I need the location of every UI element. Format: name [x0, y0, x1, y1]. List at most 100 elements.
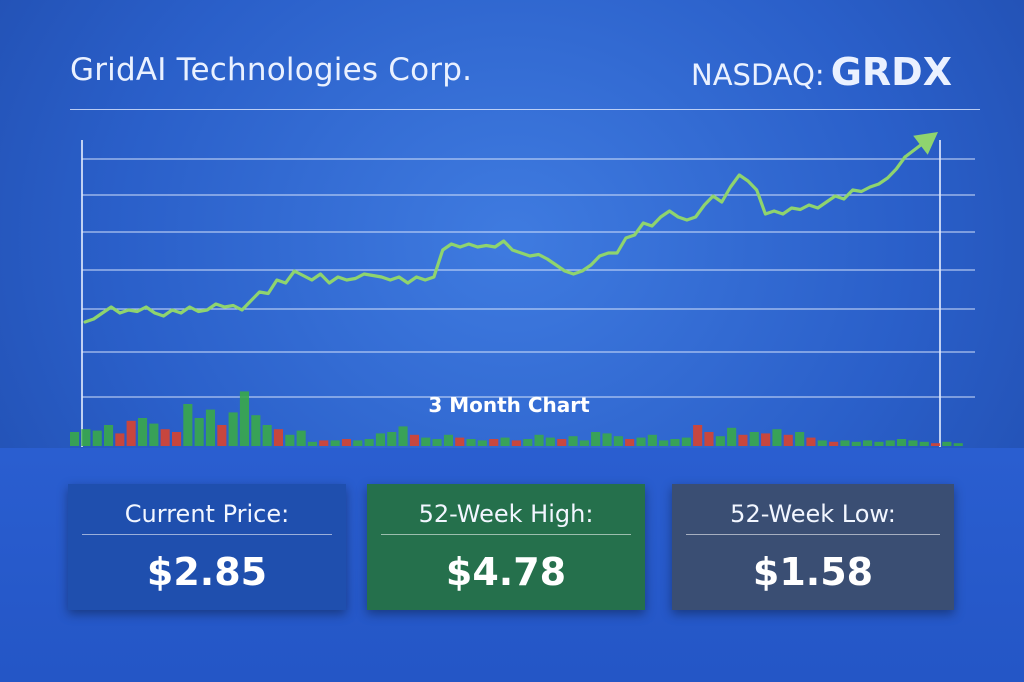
volume-bar [115, 433, 125, 446]
volume-bar [81, 429, 91, 446]
volume-bar [647, 434, 657, 446]
volume-bar [761, 433, 771, 446]
volume-bar [727, 427, 737, 446]
volume-bar [840, 440, 850, 446]
week52-low-label: 52-Week Low: [730, 500, 896, 528]
trend-arrow-head [913, 132, 938, 155]
volume-bar [387, 432, 397, 446]
price-series [83, 132, 938, 324]
volume-bar [874, 441, 884, 446]
volume-bars [70, 391, 963, 446]
volume-bar [613, 436, 623, 446]
company-name: GridAI Technologies Corp. [70, 52, 473, 88]
volume-bar [205, 409, 215, 446]
volume-bar [557, 439, 567, 446]
volume-bar [477, 440, 487, 446]
volume-bar [568, 436, 578, 446]
volume-bar [432, 439, 442, 446]
volume-bar [897, 439, 907, 446]
week52-high-card: 52-Week High: $4.78 [367, 484, 645, 610]
volume-bar [70, 432, 80, 446]
volume-bar [307, 441, 317, 446]
volume-bar [783, 434, 793, 446]
card-divider [686, 534, 940, 535]
volume-bar [738, 434, 748, 446]
volume-bar [330, 440, 340, 446]
volume-bar [795, 432, 805, 446]
volume-bar [863, 440, 873, 446]
header-divider [70, 109, 980, 110]
card-divider [381, 534, 631, 535]
volume-bar [341, 439, 351, 446]
volume-bar [239, 391, 249, 446]
volume-bar [749, 432, 759, 446]
volume-bar [715, 436, 725, 446]
exchange-label: NASDAQ: [691, 58, 825, 92]
volume-bar [421, 437, 431, 446]
volume-bar [534, 434, 544, 446]
volume-bar [636, 437, 646, 446]
current-price-card: Current Price: $2.85 [68, 484, 346, 610]
chart-grid [81, 140, 975, 447]
volume-bar [919, 441, 929, 446]
volume-bar [602, 433, 612, 446]
volume-bar [579, 440, 589, 446]
volume-bar [138, 418, 148, 446]
volume-bar [908, 440, 918, 446]
volume-bar [409, 434, 419, 446]
volume-bar [885, 440, 895, 446]
header: GridAI Technologies Corp. NASDAQ: GRDX [0, 0, 1024, 110]
volume-bar [262, 425, 272, 446]
volume-bar [545, 437, 555, 446]
chart-title: 3 Month Chart [428, 393, 590, 417]
volume-bar [772, 429, 782, 446]
trend-arrow-shaft [903, 143, 923, 159]
volume-bar [931, 443, 941, 446]
volume-bar [149, 423, 159, 446]
volume-bar [670, 439, 680, 446]
volume-bar [273, 429, 283, 446]
volume-bar [693, 425, 703, 446]
volume-bar [466, 439, 476, 446]
volume-bar [489, 439, 499, 446]
volume-bar [659, 440, 669, 446]
price-line [83, 155, 907, 324]
volume-bar [160, 429, 170, 446]
volume-bar [500, 437, 510, 446]
volume-bar [851, 441, 861, 446]
volume-bar [296, 430, 306, 446]
volume-bar [353, 440, 363, 446]
volume-bar [942, 441, 952, 446]
volume-bar [704, 432, 714, 446]
volume-bar [953, 443, 963, 446]
volume-bar [126, 420, 136, 446]
week52-low-card: 52-Week Low: $1.58 [672, 484, 954, 610]
volume-bar [681, 437, 691, 446]
ticker-symbol: GRDX [830, 50, 952, 94]
week52-high-value: $4.78 [445, 550, 567, 594]
current-price-label: Current Price: [124, 500, 290, 528]
volume-bar [194, 418, 204, 446]
volume-bar [92, 430, 102, 446]
price-chart: 3 Month Chart [70, 132, 975, 447]
volume-bar [806, 437, 816, 446]
current-price-value: $2.85 [146, 550, 268, 594]
volume-bar [398, 426, 408, 446]
volume-bar [455, 437, 465, 446]
volume-bar [217, 425, 227, 446]
week52-high-label: 52-Week High: [418, 500, 594, 528]
volume-bar [511, 440, 521, 446]
volume-bar [817, 440, 827, 446]
volume-bar [523, 439, 533, 446]
volume-bar [829, 441, 839, 446]
volume-bar [364, 439, 374, 446]
week52-low-value: $1.58 [752, 550, 874, 594]
volume-bar [591, 432, 601, 446]
volume-bar [625, 439, 635, 446]
volume-bar [228, 412, 238, 446]
volume-bar [375, 433, 385, 446]
volume-bar [251, 415, 261, 446]
volume-bar [285, 434, 295, 446]
volume-bar [183, 404, 193, 446]
volume-bar [319, 440, 329, 446]
